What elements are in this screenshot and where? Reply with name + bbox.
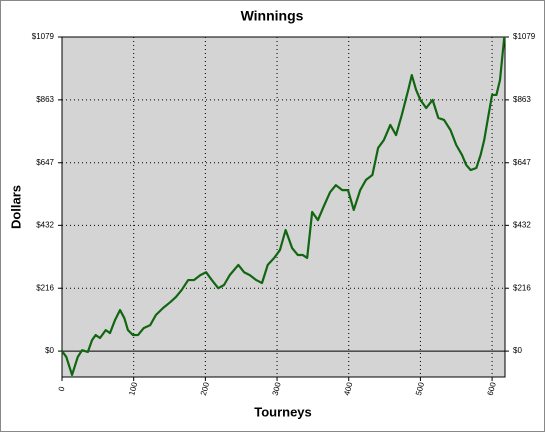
x-tick-label: 600 [486, 381, 498, 397]
y2-tick-label: $1079 [513, 32, 536, 41]
y-tick-label: $1079 [32, 32, 55, 41]
y2-tick-label: $0 [513, 346, 522, 355]
y-tick-label: $216 [36, 283, 54, 292]
y2-tick-label: $863 [513, 95, 531, 104]
y-tick-label: $863 [36, 95, 54, 104]
y2-tick-label: $432 [513, 220, 531, 229]
x-tick-label: 500 [414, 381, 426, 397]
y-tick-label: $647 [36, 158, 54, 167]
x-axis-title: Tourneys [254, 404, 312, 419]
y2-tick-label: $216 [513, 283, 531, 292]
x-tick-label: 200 [199, 381, 211, 397]
y-axis-title: Dollars [8, 185, 23, 229]
plot-area [61, 36, 506, 378]
x-tick-label: 300 [271, 381, 283, 397]
y-tick-label: $432 [36, 220, 54, 229]
y-tick-label: $0 [45, 346, 54, 355]
line [61, 36, 506, 377]
chart-title: Winnings [241, 8, 304, 24]
x-tick-label: 0 [57, 385, 67, 392]
x-tick-label: 100 [127, 381, 139, 397]
y2-tick-label: $647 [513, 158, 531, 167]
x-tick-label: 400 [342, 381, 354, 397]
